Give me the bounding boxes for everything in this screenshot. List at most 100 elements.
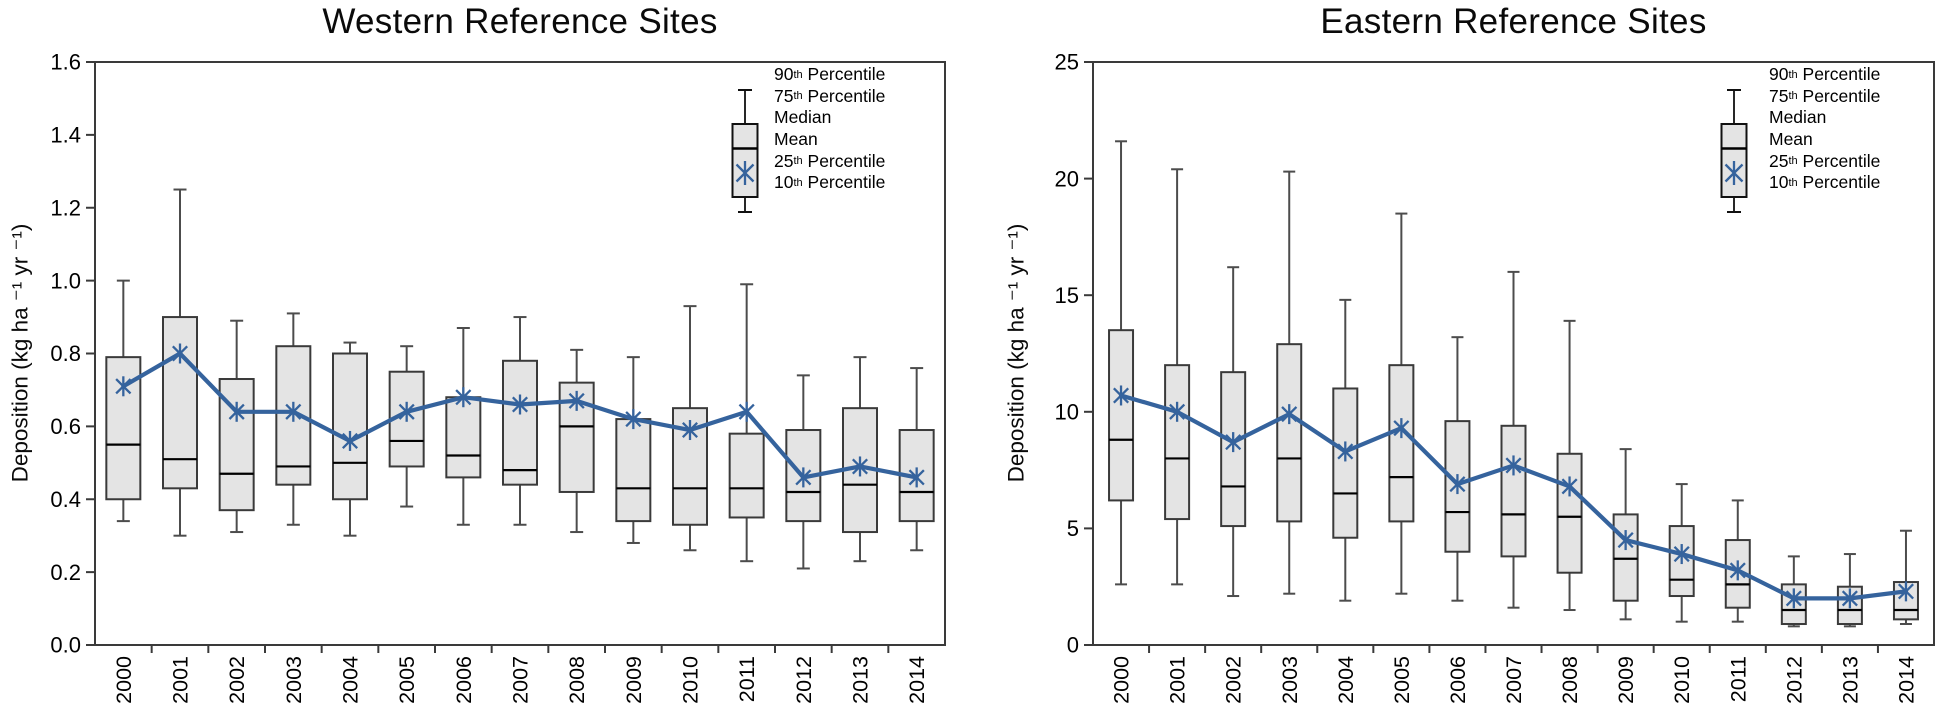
x-axis-year-label: 2011 <box>735 656 759 702</box>
mean-marker-2010 <box>1673 546 1690 563</box>
y-axis-tick-label: 1.6 <box>50 50 81 75</box>
mean-marker-2011 <box>1729 562 1746 579</box>
y-axis-tick-label: 10 <box>1055 400 1079 425</box>
mean-marker-2002 <box>228 403 245 420</box>
legend-mean-marker <box>735 163 755 183</box>
iqr-box-2000 <box>1108 329 1135 502</box>
iqr-box-2008 <box>1556 452 1583 574</box>
iqr-box-2003 <box>1276 343 1303 523</box>
y-axis-tick-label: 0.6 <box>50 414 81 439</box>
y-axis-tick-label: 0.2 <box>50 560 81 585</box>
mean-marker-2014 <box>908 469 925 486</box>
x-axis-year-label: 2010 <box>679 656 703 704</box>
y-axis-tick-label: 25 <box>1055 50 1079 75</box>
mean-marker-2005 <box>1393 420 1410 437</box>
mean-marker-2002 <box>1225 434 1242 451</box>
iqr-box-2006 <box>445 396 482 479</box>
x-axis-year-label: 2006 <box>452 656 476 704</box>
mean-marker-2013 <box>851 458 869 475</box>
x-axis-year-label: 2008 <box>1558 656 1582 704</box>
mean-marker-2010 <box>681 422 699 439</box>
iqr-box-2009 <box>615 418 652 523</box>
mean-marker-2001 <box>171 345 189 362</box>
mean-marker-2004 <box>341 432 359 449</box>
x-axis-year-label: 2010 <box>1670 656 1694 704</box>
legend-item-3: Mean <box>1769 129 1813 150</box>
x-axis-year-label: 2009 <box>1614 656 1638 704</box>
iqr-box-2011 <box>728 432 765 519</box>
x-axis-year-label: 2000 <box>112 656 136 704</box>
mean-marker-2007 <box>1505 457 1522 474</box>
x-axis-year-label: 2014 <box>1894 656 1918 704</box>
mean-marker-2004 <box>1337 443 1354 460</box>
mean-marker-2007 <box>511 396 529 413</box>
y-axis-tick-label: 0.4 <box>50 487 81 512</box>
legend-item-2: Median <box>774 107 832 128</box>
right-chart-title: Eastern Reference Sites <box>1320 2 1707 41</box>
x-axis-year-label: 2007 <box>1502 656 1526 704</box>
mean-marker-2005 <box>398 403 415 420</box>
left-chart-title: Western Reference Sites <box>322 2 718 41</box>
x-axis-year-label: 2013 <box>849 656 873 704</box>
y-axis-tick-label: 1.2 <box>50 195 81 220</box>
iqr-box-2004 <box>1332 387 1359 539</box>
x-axis-year-label: 2002 <box>225 656 249 704</box>
iqr-box-2009 <box>1612 513 1639 602</box>
mean-marker-2013 <box>1841 590 1858 607</box>
y-axis-tick-label: 1.0 <box>50 268 81 293</box>
iqr-box-2007 <box>1500 424 1527 558</box>
legend-item-2: Median <box>1769 107 1827 128</box>
y-axis-tick-label: 0.0 <box>50 633 81 658</box>
mean-marker-2000 <box>115 378 132 395</box>
mean-marker-2012 <box>1785 590 1802 607</box>
iqr-box-2002 <box>218 378 255 512</box>
iqr-box-2001 <box>1164 364 1191 521</box>
x-axis-year-label: 2001 <box>169 656 193 704</box>
legend-sample-box <box>731 123 759 198</box>
x-axis-year-label: 2011 <box>1726 656 1750 702</box>
y-axis-tick-label: 0.8 <box>50 341 81 366</box>
y-axis-tick-label: 15 <box>1055 283 1079 308</box>
iqr-box-2007 <box>502 359 538 486</box>
x-axis-year-label: 2008 <box>565 656 589 704</box>
mean-marker-2012 <box>795 469 812 486</box>
iqr-box-2004 <box>332 352 368 501</box>
mean-marker-2008 <box>568 392 585 409</box>
x-axis-year-label: 2007 <box>509 656 533 704</box>
x-axis-year-label: 2003 <box>1278 656 1302 704</box>
mean-marker-2006 <box>455 389 472 406</box>
iqr-box-2001 <box>162 316 198 490</box>
mean-marker-2006 <box>1449 476 1466 493</box>
x-axis-year-label: 2014 <box>905 656 929 704</box>
legend-item-3: Mean <box>774 129 818 150</box>
x-axis-year-label: 2013 <box>1838 656 1862 704</box>
mean-marker-2003 <box>1281 406 1298 423</box>
x-axis-year-label: 2005 <box>395 656 419 704</box>
x-axis-year-label: 2003 <box>282 656 306 704</box>
x-axis-year-label: 2006 <box>1446 656 1470 704</box>
mean-marker-2009 <box>625 411 642 428</box>
mean-marker-2001 <box>1169 403 1186 420</box>
mean-marker-2003 <box>285 403 302 420</box>
y-axis-tick-label: 20 <box>1055 166 1079 191</box>
y-axis-tick-label: 1.4 <box>50 123 81 148</box>
plot-border <box>1092 61 1935 646</box>
mean-marker-2009 <box>1617 532 1634 549</box>
mean-marker-2008 <box>1561 478 1578 495</box>
x-axis-year-label: 2004 <box>339 656 363 704</box>
legend-sample-box <box>1720 123 1748 198</box>
x-axis-year-label: 2004 <box>1334 656 1358 704</box>
x-axis-year-label: 2009 <box>622 656 646 704</box>
y-axis-tick-label: 0 <box>1067 633 1079 658</box>
y-axis-tick-label: 5 <box>1067 516 1079 541</box>
